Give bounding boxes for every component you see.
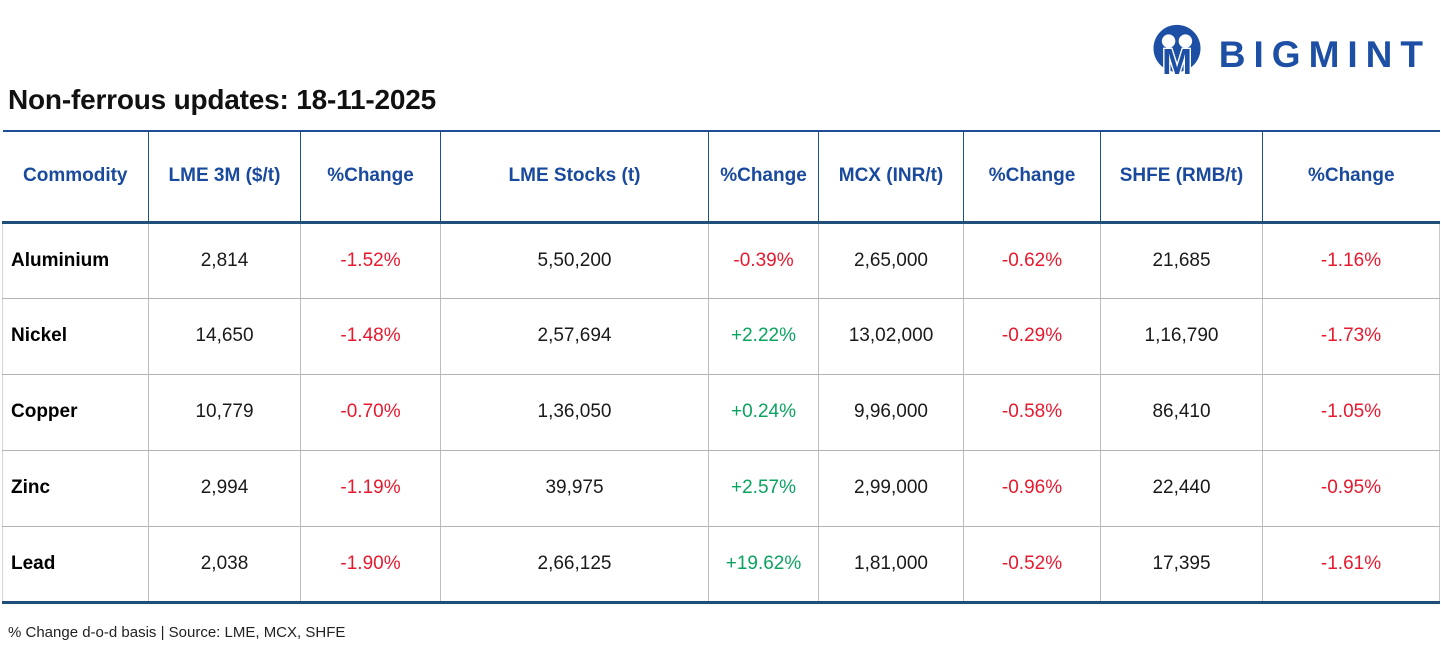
- lme-stocks-value: 2,66,125: [440, 526, 709, 604]
- mcx-change: -0.29%: [963, 298, 1101, 375]
- lme-3m-value: 14,650: [148, 298, 301, 375]
- shfe-change: -0.95%: [1262, 450, 1440, 527]
- shfe-value: 21,685: [1100, 222, 1263, 299]
- commodity-name: Zinc: [2, 450, 149, 527]
- lme-3m-change: -1.52%: [300, 222, 441, 299]
- col-header-lme-change: %Change: [300, 130, 441, 224]
- lme-3m-change: -1.48%: [300, 298, 441, 375]
- table-row-zinc: Zinc 2,994 -1.19% 39,975 +2.57% 2,99,000…: [2, 450, 1440, 527]
- lme-3m-value: 2,038: [148, 526, 301, 604]
- shfe-value: 1,16,790: [1100, 298, 1263, 375]
- table-body: Aluminium 2,814 -1.52% 5,50,200 -0.39% 2…: [2, 222, 1440, 604]
- lme-stocks-change: +2.22%: [708, 298, 819, 375]
- shfe-change: -1.73%: [1262, 298, 1440, 375]
- commodity-table: Commodity LME 3M ($/t) %Change LME Stock…: [2, 130, 1440, 604]
- table-row-copper: Copper 10,779 -0.70% 1,36,050 +0.24% 9,9…: [2, 374, 1440, 451]
- lme-stocks-change: +0.24%: [708, 374, 819, 451]
- shfe-value: 17,395: [1100, 526, 1263, 604]
- shfe-value: 22,440: [1100, 450, 1263, 527]
- lme-3m-value: 2,814: [148, 222, 301, 299]
- bigmint-people-icon: M: [1153, 24, 1201, 84]
- mcx-value: 9,96,000: [818, 374, 964, 451]
- lme-stocks-change: +19.62%: [708, 526, 819, 604]
- lme-3m-value: 2,994: [148, 450, 301, 527]
- commodity-name: Aluminium: [2, 222, 149, 299]
- shfe-change: -1.16%: [1262, 222, 1440, 299]
- lme-stocks-value: 2,57,694: [440, 298, 709, 375]
- table-row-lead: Lead 2,038 -1.90% 2,66,125 +19.62% 1,81,…: [2, 526, 1440, 604]
- lme-stocks-change: +2.57%: [708, 450, 819, 527]
- page-title: Non-ferrous updates: 18-11-2025: [8, 84, 436, 115]
- mcx-value: 2,65,000: [818, 222, 964, 299]
- col-header-commodity: Commodity: [2, 130, 149, 224]
- svg-text:M: M: [1162, 42, 1192, 82]
- col-header-stocks-change: %Change: [708, 130, 819, 224]
- lme-3m-change: -0.70%: [300, 374, 441, 451]
- bigmint-logo: M BIGMINT: [1149, 22, 1431, 86]
- col-header-lme-3m: LME 3M ($/t): [148, 130, 301, 224]
- lme-stocks-value: 1,36,050: [440, 374, 709, 451]
- mcx-change: -0.96%: [963, 450, 1101, 527]
- commodity-name: Nickel: [2, 298, 149, 375]
- mcx-value: 1,81,000: [818, 526, 964, 604]
- col-header-shfe-change: %Change: [1262, 130, 1440, 224]
- shfe-change: -1.05%: [1262, 374, 1440, 451]
- lme-3m-change: -1.19%: [300, 450, 441, 527]
- table-row-aluminium: Aluminium 2,814 -1.52% 5,50,200 -0.39% 2…: [2, 222, 1440, 299]
- lme-3m-value: 10,779: [148, 374, 301, 451]
- mcx-change: -0.62%: [963, 222, 1101, 299]
- table-row-nickel: Nickel 14,650 -1.48% 2,57,694 +2.22% 13,…: [2, 298, 1440, 375]
- col-header-mcx-change: %Change: [963, 130, 1101, 224]
- col-header-shfe: SHFE (RMB/t): [1100, 130, 1263, 224]
- lme-stocks-change: -0.39%: [708, 222, 819, 299]
- header-row: Commodity LME 3M ($/t) %Change LME Stock…: [2, 130, 1440, 224]
- mcx-change: -0.52%: [963, 526, 1101, 604]
- commodity-name: Copper: [2, 374, 149, 451]
- col-header-mcx: MCX (INR/t): [818, 130, 964, 224]
- source-footnote: % Change d-o-d basis | Source: LME, MCX,…: [8, 624, 346, 641]
- commodity-name: Lead: [2, 526, 149, 604]
- lme-3m-change: -1.90%: [300, 526, 441, 604]
- table-header: Commodity LME 3M ($/t) %Change LME Stock…: [2, 130, 1440, 224]
- mcx-value: 13,02,000: [818, 298, 964, 375]
- mcx-value: 2,99,000: [818, 450, 964, 527]
- mcx-change: -0.58%: [963, 374, 1101, 451]
- shfe-value: 86,410: [1100, 374, 1263, 451]
- col-header-lme-stocks: LME Stocks (t): [440, 130, 709, 224]
- lme-stocks-value: 5,50,200: [440, 222, 709, 299]
- shfe-change: -1.61%: [1262, 526, 1440, 604]
- lme-stocks-value: 39,975: [440, 450, 709, 527]
- bigmint-wordmark: BIGMINT: [1218, 33, 1431, 75]
